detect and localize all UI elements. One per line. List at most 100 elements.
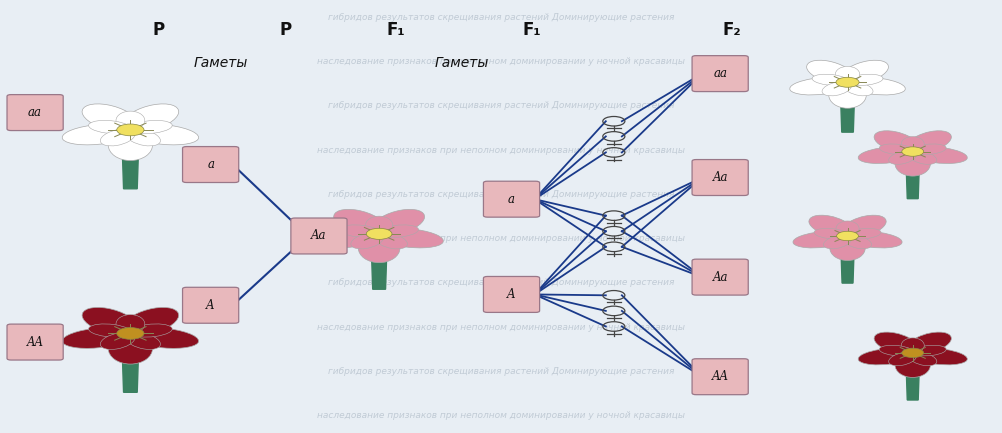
Ellipse shape (901, 338, 923, 353)
Polygon shape (122, 341, 139, 392)
Ellipse shape (812, 74, 847, 85)
Ellipse shape (808, 215, 853, 237)
Ellipse shape (847, 228, 880, 239)
Text: Aa: Aa (311, 229, 327, 242)
Ellipse shape (375, 233, 407, 249)
Ellipse shape (379, 225, 418, 237)
Ellipse shape (906, 332, 951, 354)
FancyBboxPatch shape (7, 324, 63, 360)
Ellipse shape (910, 147, 966, 164)
Ellipse shape (108, 333, 152, 364)
Ellipse shape (128, 124, 198, 145)
Ellipse shape (822, 81, 851, 96)
Ellipse shape (879, 345, 912, 356)
Circle shape (116, 327, 144, 339)
Ellipse shape (88, 324, 130, 337)
Ellipse shape (793, 232, 849, 248)
Polygon shape (905, 158, 919, 199)
Text: гибридов результатов скрещивания растений Доминирующие растения: гибридов результатов скрещивания растени… (328, 13, 674, 22)
Ellipse shape (836, 221, 858, 236)
Text: гибридов результатов скрещивания растений Доминирующие растения: гибридов результатов скрещивания растени… (328, 367, 674, 376)
Ellipse shape (125, 333, 160, 349)
Ellipse shape (828, 82, 866, 108)
Ellipse shape (130, 324, 172, 337)
Text: F₁: F₁ (387, 21, 405, 39)
Text: Гаметы: Гаметы (434, 56, 488, 70)
Text: a: a (207, 158, 213, 171)
FancyBboxPatch shape (691, 359, 747, 395)
Text: aa: aa (712, 67, 726, 80)
Text: P: P (152, 21, 164, 39)
Ellipse shape (62, 328, 132, 349)
Ellipse shape (88, 120, 130, 134)
Circle shape (836, 231, 858, 241)
Ellipse shape (908, 352, 936, 366)
Ellipse shape (814, 228, 847, 239)
Ellipse shape (365, 216, 393, 234)
Text: AA: AA (711, 370, 727, 383)
Text: наследование признаков при неполном доминировании у ночной красавицы: наследование признаков при неполном доми… (318, 411, 684, 420)
Text: P: P (280, 21, 292, 39)
Text: F₂: F₂ (722, 21, 740, 39)
Text: aa: aa (28, 106, 42, 119)
Polygon shape (905, 359, 919, 400)
Text: гибридов результатов скрещивания растений Доминирующие растения: гибридов результатов скрещивания растени… (328, 190, 674, 199)
Ellipse shape (108, 129, 152, 161)
Ellipse shape (351, 233, 383, 249)
Ellipse shape (835, 66, 859, 82)
Circle shape (116, 124, 144, 136)
Ellipse shape (901, 136, 923, 152)
Text: наследование признаков при неполном доминировании у ночной красавицы: наследование признаков при неполном доми… (318, 145, 684, 155)
Text: Гаметы: Гаметы (193, 56, 247, 70)
Ellipse shape (130, 120, 172, 134)
Ellipse shape (894, 352, 930, 378)
Ellipse shape (910, 349, 966, 365)
Circle shape (901, 147, 923, 156)
Text: a: a (508, 193, 514, 206)
Ellipse shape (82, 307, 137, 335)
Text: гибридов результатов скрещивания растений Доминирующие растения: гибридов результатов скрещивания растени… (328, 278, 674, 288)
Polygon shape (122, 137, 139, 189)
Ellipse shape (843, 235, 871, 249)
Ellipse shape (888, 151, 916, 165)
Ellipse shape (340, 225, 379, 237)
Ellipse shape (912, 345, 945, 356)
Ellipse shape (908, 151, 936, 165)
Text: AA: AA (27, 336, 43, 349)
Text: F₁: F₁ (522, 21, 540, 39)
Ellipse shape (858, 349, 914, 365)
Text: Aa: Aa (711, 171, 727, 184)
FancyBboxPatch shape (7, 95, 63, 131)
Ellipse shape (116, 315, 144, 333)
Ellipse shape (100, 129, 135, 146)
FancyBboxPatch shape (291, 218, 347, 254)
Ellipse shape (845, 232, 901, 248)
Ellipse shape (841, 215, 886, 237)
FancyBboxPatch shape (691, 56, 747, 92)
Ellipse shape (873, 332, 918, 354)
Ellipse shape (334, 209, 386, 236)
Text: A: A (507, 288, 515, 301)
Ellipse shape (829, 236, 865, 261)
Ellipse shape (123, 104, 178, 132)
FancyBboxPatch shape (182, 288, 238, 323)
Ellipse shape (123, 307, 178, 335)
Ellipse shape (125, 129, 160, 146)
FancyBboxPatch shape (691, 160, 747, 196)
Ellipse shape (894, 151, 930, 176)
Text: A: A (206, 299, 214, 312)
Circle shape (835, 77, 859, 87)
FancyBboxPatch shape (483, 276, 539, 313)
Ellipse shape (358, 233, 400, 263)
Ellipse shape (128, 328, 198, 349)
Ellipse shape (912, 144, 945, 155)
Circle shape (901, 348, 923, 358)
Ellipse shape (315, 229, 381, 248)
Ellipse shape (116, 111, 144, 130)
Ellipse shape (841, 60, 888, 84)
Text: наследование признаков при неполном доминировании у ночной красавицы: наследование признаков при неполном доми… (318, 234, 684, 243)
Ellipse shape (858, 147, 914, 164)
Ellipse shape (843, 81, 872, 96)
Ellipse shape (873, 131, 918, 153)
Ellipse shape (879, 144, 912, 155)
